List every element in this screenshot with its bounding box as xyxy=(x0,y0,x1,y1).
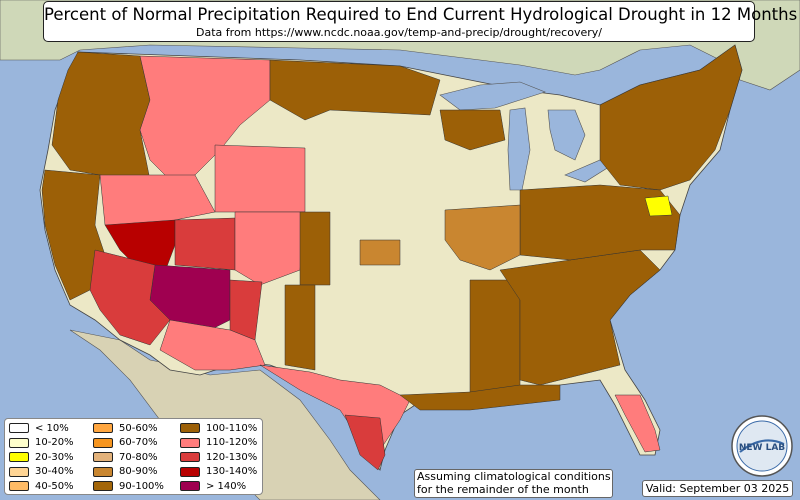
region-northeast-100-110 xyxy=(599,44,743,191)
legend-label: > 140% xyxy=(206,480,247,492)
legend-swatch xyxy=(93,437,113,448)
region-co-ks-100-110 xyxy=(299,211,331,286)
legend-swatch xyxy=(93,466,113,477)
legend: < 10% 10-20% 20-30% 30-40% 40-50% 50-60%… xyxy=(4,418,263,495)
legend-item: 90-100% xyxy=(93,479,164,494)
logo-text: NEW LAB xyxy=(739,443,785,453)
legend-item: 110-120% xyxy=(180,436,257,451)
logo-inner-disc xyxy=(736,420,788,472)
region-upper-midwest-100-110 xyxy=(439,109,506,151)
legend-item: 70-80% xyxy=(93,450,164,465)
legend-label: < 10% xyxy=(35,422,69,434)
region-ohio-valley-100-110 xyxy=(519,184,681,261)
region-socal-120-130 xyxy=(89,249,171,346)
map-subtitle: Data from https://www.ncdc.noaa.gov/temp… xyxy=(196,26,602,39)
legend-item: 130-140% xyxy=(180,465,257,480)
legend-item: > 140% xyxy=(180,479,257,494)
legend-item: 80-90% xyxy=(93,465,164,480)
legend-label: 80-90% xyxy=(119,466,158,478)
lake-huron xyxy=(547,109,586,161)
legend-label: 20-30% xyxy=(35,451,74,463)
map-title-box: Percent of Normal Precipitation Required… xyxy=(43,1,798,42)
legend-label: 10-20% xyxy=(35,437,74,449)
legend-label: 120-130% xyxy=(206,451,258,463)
map-title: Percent of Normal Precipitation Required… xyxy=(44,5,798,24)
region-mid-atlantic-20-30 xyxy=(644,195,673,217)
region-wyoming-110-120 xyxy=(214,144,306,213)
region-ok-tx-100-110 xyxy=(284,284,316,371)
lab-logo: NEW LAB xyxy=(731,415,793,477)
legend-label: 90-100% xyxy=(119,480,164,492)
legend-column-3: 100-110% 110-120% 120-130% 130-140% > 14… xyxy=(180,421,257,494)
legend-label: 40-50% xyxy=(35,480,74,492)
region-utah-east-120-130 xyxy=(174,217,236,271)
legend-item: 10-20% xyxy=(9,436,74,451)
region-mississippi-valley-100-110 xyxy=(469,279,521,396)
legend-swatch xyxy=(180,481,200,492)
legend-label: 60-70% xyxy=(119,437,158,449)
valid-date: Valid: September 03 2025 xyxy=(642,480,793,497)
legend-swatch xyxy=(9,481,29,492)
legend-label: 50-60% xyxy=(119,422,158,434)
legend-item: 50-60% xyxy=(93,421,164,436)
legend-swatch xyxy=(9,437,29,448)
legend-swatch xyxy=(180,437,200,448)
legend-item: 40-50% xyxy=(9,479,74,494)
note-line-2: for the remainder of the month xyxy=(417,482,589,496)
legend-swatch xyxy=(180,423,200,434)
region-midwest-80-90 xyxy=(444,204,521,271)
region-great-plains-100-110 xyxy=(269,59,441,121)
legend-label: 70-80% xyxy=(119,451,158,463)
legend-swatch xyxy=(180,452,200,463)
legend-label: 110-120% xyxy=(206,437,258,449)
lake-superior xyxy=(439,81,546,111)
legend-column-2: 50-60% 60-70% 70-80% 80-90% 90-100% xyxy=(93,421,164,494)
region-northwest-100-110 xyxy=(51,51,151,181)
legend-label: 100-110% xyxy=(206,422,258,434)
legend-swatch xyxy=(93,423,113,434)
region-kansas-80-90 xyxy=(359,239,401,266)
region-florida-110-120 xyxy=(614,394,661,453)
region-nm-south-110-120 xyxy=(159,319,266,371)
legend-swatch xyxy=(9,452,29,463)
region-southeast-100-110 xyxy=(499,249,661,386)
region-south-texas-120-130 xyxy=(344,414,386,471)
legend-swatch xyxy=(180,466,200,477)
legend-item: 100-110% xyxy=(180,421,257,436)
legend-label: 30-40% xyxy=(35,466,74,478)
region-gulf-coast-100-110 xyxy=(399,384,561,411)
legend-item: 20-30% xyxy=(9,450,74,465)
legend-item: < 10% xyxy=(9,421,74,436)
legend-swatch xyxy=(93,452,113,463)
legend-swatch xyxy=(9,423,29,434)
legend-item: 60-70% xyxy=(93,436,164,451)
assumption-note: Assuming climatological conditions for t… xyxy=(414,469,613,498)
legend-label: 130-140% xyxy=(206,466,258,478)
legend-swatch xyxy=(9,466,29,477)
region-colorado-110-120 xyxy=(234,211,306,286)
drought-regions xyxy=(41,44,743,471)
legend-item: 120-130% xyxy=(180,450,257,465)
legend-swatch xyxy=(93,481,113,492)
legend-item: 30-40% xyxy=(9,465,74,480)
note-line-1: Assuming climatological conditions xyxy=(417,470,611,483)
legend-column-1: < 10% 10-20% 20-30% 30-40% 40-50% xyxy=(9,421,74,494)
logo-swoosh xyxy=(739,439,785,453)
